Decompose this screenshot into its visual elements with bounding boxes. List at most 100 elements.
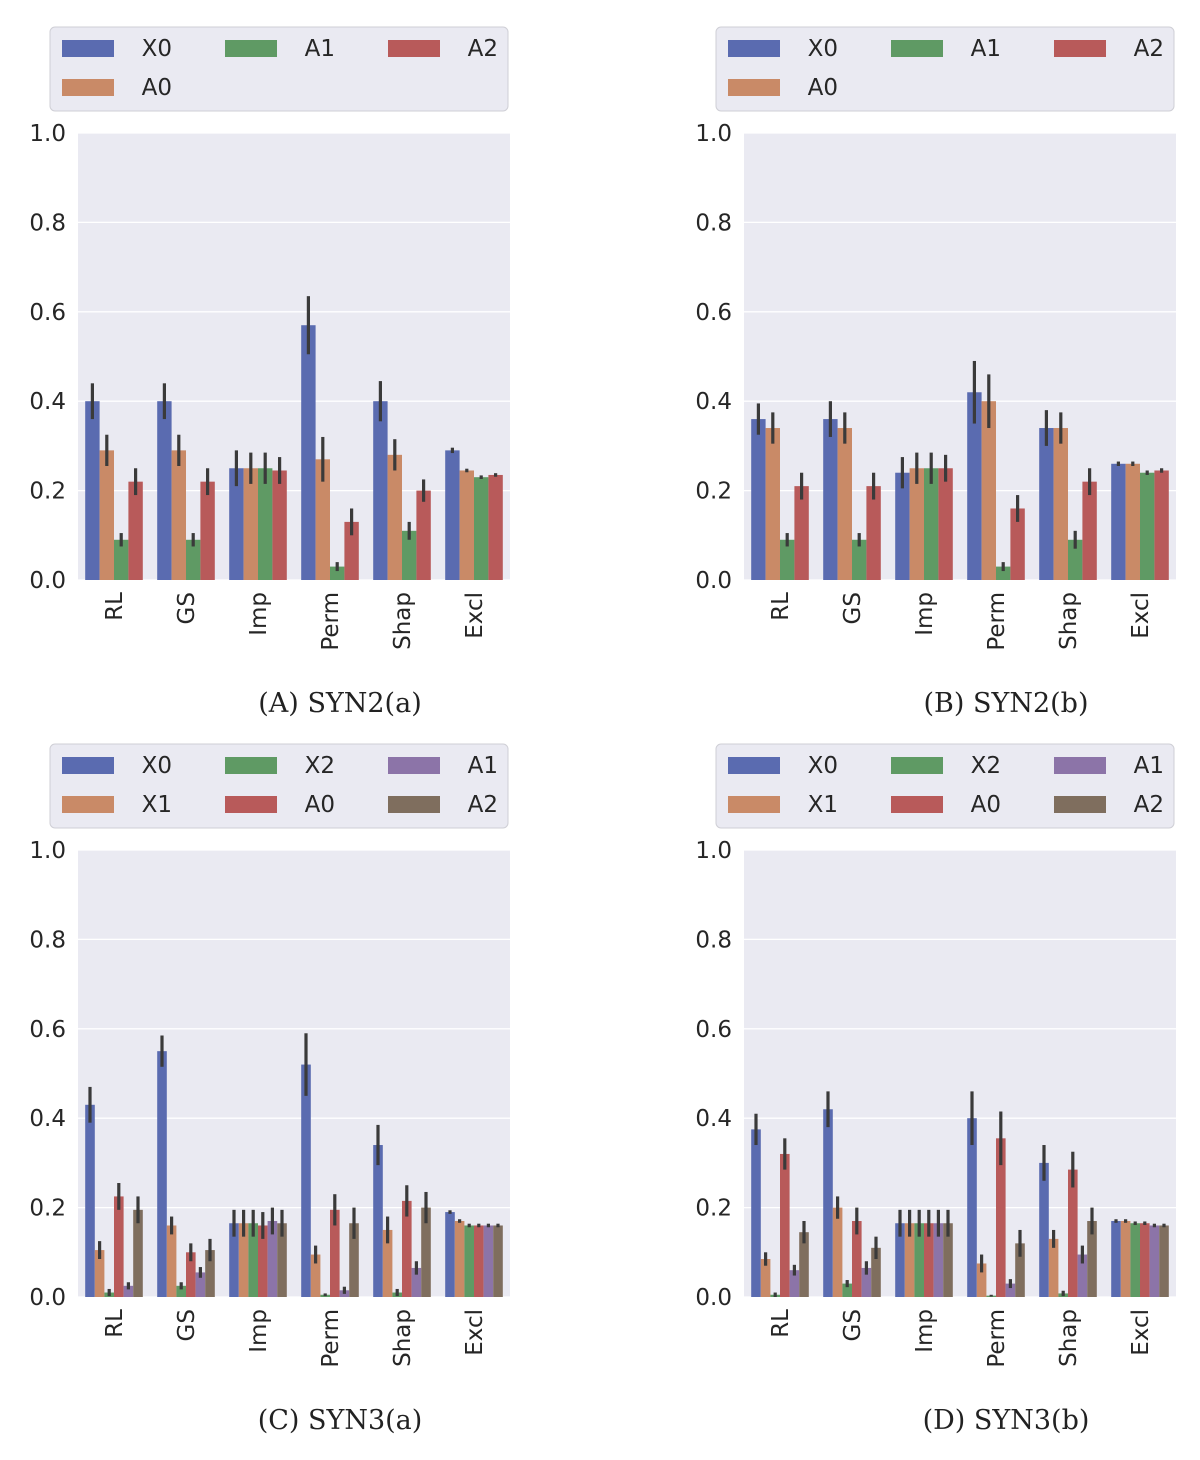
legend-label-a0: A0 <box>305 792 335 818</box>
bar-x2 <box>1130 1223 1140 1297</box>
bar-a1 <box>780 539 795 580</box>
caption-text: SYN3(a) <box>308 1405 423 1436</box>
y-tick-label: 0.0 <box>29 568 66 594</box>
bar-a1 <box>861 1267 872 1297</box>
bar-a2 <box>200 481 215 580</box>
x-tick-label: RL <box>768 1309 794 1338</box>
y-tick-label: 0.2 <box>29 479 66 505</box>
bar-a0 <box>1068 1169 1078 1297</box>
legend-swatch-x1 <box>62 796 114 813</box>
bar-x2 <box>842 1283 852 1297</box>
bar-a0 <box>330 1209 340 1297</box>
x-tick-label: GS <box>174 1309 200 1341</box>
legend-label-a0: A0 <box>142 75 172 101</box>
bar-a1 <box>789 1270 800 1297</box>
bar-x1 <box>1120 1221 1131 1297</box>
bar-a2 <box>1087 1221 1097 1297</box>
x-tick-label: Imp <box>246 592 272 636</box>
y-tick-label: 0.0 <box>695 568 732 594</box>
plot-background <box>744 133 1176 580</box>
y-tick-label: 0.0 <box>695 1285 732 1311</box>
y-tick-label: 0.6 <box>695 1017 732 1043</box>
bar-a2 <box>1015 1243 1025 1297</box>
bar-a2 <box>272 470 287 580</box>
bar-x0 <box>1111 1221 1121 1297</box>
legend-label-a1: A1 <box>1134 753 1164 779</box>
legend-box <box>49 26 509 112</box>
bar-a0 <box>474 1225 484 1297</box>
y-tick-label: 0.8 <box>29 927 66 953</box>
bar-a1 <box>1149 1225 1160 1297</box>
legend-swatch-x0 <box>62 757 114 774</box>
caption-c: (C) SYN3(a) <box>140 1405 540 1436</box>
caption-a: (A) SYN2(a) <box>140 688 540 719</box>
legend-swatch-a1 <box>1054 757 1106 774</box>
legend-label-a0: A0 <box>971 792 1001 818</box>
legend-label-x2: X2 <box>305 753 335 779</box>
bar-a1 <box>114 539 129 580</box>
y-tick-label: 1.0 <box>29 121 66 147</box>
plot-background <box>78 133 510 580</box>
bar-x0 <box>895 472 910 580</box>
bar-a1 <box>996 566 1011 580</box>
bar-a2 <box>866 486 881 580</box>
x-tick-label: Imp <box>912 592 938 636</box>
bar-a1 <box>411 1267 422 1297</box>
chart-svg-d: 0.0 0.2 0.4 0.6 0.8 1.0 RL GS Imp Perm Shap Excl X0 X… <box>695 743 1176 1368</box>
legend-swatch-a0 <box>62 79 114 96</box>
bar-a0 <box>852 1221 862 1297</box>
bar-a2 <box>416 490 431 580</box>
bar-x0 <box>85 1104 95 1297</box>
x-tick-label: Shap <box>390 592 416 650</box>
bar-x0 <box>751 1129 761 1297</box>
bar-a0 <box>243 468 258 580</box>
legend-label-a1: A1 <box>305 36 335 62</box>
y-tick-label: 1.0 <box>695 121 732 147</box>
bar-a0 <box>387 454 402 580</box>
x-tick-label: GS <box>840 592 866 624</box>
bar-a0 <box>186 1252 196 1297</box>
x-tick-label: RL <box>768 592 794 621</box>
caption-letter: (C) <box>257 1405 300 1436</box>
bar-x0 <box>967 392 982 580</box>
chart-svg-a: 0.0 0.2 0.4 0.6 0.8 1.0 RL GS Imp Perm Shap Excl X0 A… <box>29 26 510 651</box>
legend-label-a1: A1 <box>468 753 498 779</box>
bar-a0 <box>114 1196 124 1297</box>
bar-x0 <box>301 1064 311 1297</box>
y-tick-label: 0.6 <box>695 300 732 326</box>
x-tick-label: GS <box>840 1309 866 1341</box>
bar-x1 <box>832 1207 843 1297</box>
x-tick-label: GS <box>174 592 200 624</box>
legend-box <box>715 26 1175 112</box>
bar-a2 <box>277 1223 287 1297</box>
bar-a0 <box>924 1223 934 1297</box>
chart-panel-c: 0.0 0.2 0.4 0.6 0.8 1.0 RL GS Imp Perm Shap Excl X0 X… <box>0 717 600 1417</box>
bar-x1 <box>904 1223 915 1297</box>
caption-letter: (A) <box>258 688 299 719</box>
bar-a0 <box>909 468 924 580</box>
legend-label-x0: X0 <box>142 36 172 62</box>
bar-a1 <box>933 1223 944 1297</box>
y-tick-label: 0.8 <box>695 210 732 236</box>
bar-x0 <box>373 401 388 580</box>
bar-a0 <box>780 1153 790 1297</box>
legend-label-a1: A1 <box>971 36 1001 62</box>
bar-a1 <box>267 1221 278 1297</box>
bar-x0 <box>229 1223 239 1297</box>
caption-text: SYN2(b) <box>973 688 1089 719</box>
bar-a2 <box>128 481 143 580</box>
bar-a0 <box>402 1200 412 1297</box>
x-tick-label: Perm <box>984 592 1010 651</box>
bar-a0 <box>459 470 474 580</box>
caption-letter: (B) <box>923 688 965 719</box>
bar-a1 <box>1077 1254 1088 1297</box>
legend-swatch-a2 <box>1054 796 1106 813</box>
y-tick-label: 0.2 <box>695 1196 732 1222</box>
bar-x0 <box>1111 463 1126 580</box>
caption-letter: (D) <box>922 1405 966 1436</box>
bar-a2 <box>871 1247 881 1297</box>
bar-x0 <box>301 325 316 580</box>
legend-swatch-a1 <box>891 40 943 57</box>
bar-a0 <box>837 428 852 580</box>
x-tick-label: Perm <box>984 1309 1010 1368</box>
